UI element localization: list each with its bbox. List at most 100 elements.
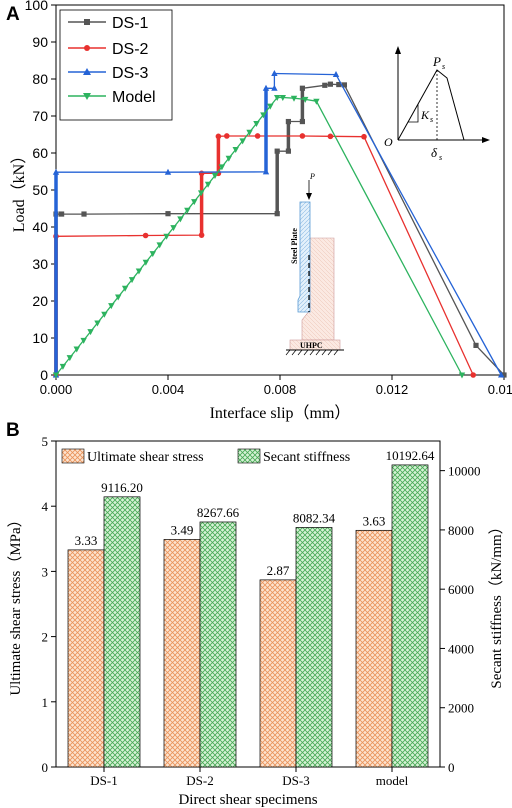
inset-load-slip-model: P s K s O δ s [384,46,490,162]
right-tick-label-5: 10000 [448,464,481,479]
bar-ultimate-ds-1 [67,549,105,768]
series-ds-3-point-6 [271,69,278,76]
series-model-point-34 [290,95,298,102]
series-model-point-37 [458,372,466,379]
x-tick-label-1: 0.004 [152,382,185,397]
bar-ultimate-value-ds-1: 3.33 [75,533,98,548]
x-tick-label-3: 0.012 [376,382,409,397]
series-model-point-22 [204,181,212,188]
left-tick-label-5: 5 [42,434,49,449]
series-ds-3-point-4 [262,84,270,91]
panel-b-x-axis: DS-1 DS-2 DS-3 model [90,767,409,788]
series-ds-2-point-2 [142,232,149,239]
right-tick-label-0: 0 [448,760,455,775]
legend-ultimate-label: Ultimate shear stress [87,450,204,465]
series-ds-2-point-7 [224,133,230,139]
series-ds-1-point-3 [81,211,87,217]
bar-ultimate-ds-3 [259,579,297,768]
series-model [52,95,466,379]
panel-a-x-axis-title: Interface slip（mm） [210,404,351,422]
series-ds-2-point-3 [198,232,205,238]
series-model-point-36 [313,98,320,105]
series-model-point-5 [87,329,94,336]
y-tick-label-1: 10 [32,330,48,346]
legend-ds2-marker [84,45,90,51]
legend-secant-swatch [237,448,261,464]
schematic-ground-hatch [285,349,339,356]
series-model-point-21 [197,190,205,197]
series-ds-3-point-7 [332,71,340,78]
y-tick-label-3: 30 [32,256,48,272]
series-ds-1-point-8 [285,118,291,125]
series-model-point-13 [142,259,150,266]
series-model-point-26 [232,147,239,154]
series-ds-3-point-3 [262,168,270,175]
bar-ultimate-ds-2 [163,539,201,768]
category-label-0: DS-1 [90,773,117,788]
y-tick-label-9: 90 [32,34,48,50]
panel-b-left-axis-title: Ultimate shear stress（MPa） [7,512,24,695]
bar-secant-value-ds-1: 9116.20 [101,480,143,495]
series-ds-3-point-5 [271,84,278,91]
y-tick-label-4: 40 [32,219,48,235]
legend-ds1-marker [84,19,90,25]
series-model-point-19 [184,207,191,214]
series-ds-1-point-15 [473,342,479,348]
inset-stiffness-label: K [420,108,430,122]
panel-a-y-axis-title: Load（kN） [10,148,28,232]
inset-specimen-schematic: P Steel Plate UHPC [285,172,344,356]
series-model-point-9 [115,294,122,301]
bar-secant-value-ds-2: 8267.66 [197,505,240,520]
bar-secant-ds-2 [199,521,237,768]
series-model-point-31 [267,103,274,110]
panel-a-legend: DS-1 DS-2 DS-3 Model [59,9,173,121]
bar-ultimate-value-model: 3.63 [363,513,386,528]
panel-b-legend: Ultimate shear stress Secant stiffness [61,448,350,465]
legend-ds2-label: DS-2 [112,41,149,58]
inset-slip-label: δ [431,145,438,160]
inset-x-axis-arrow [482,137,490,143]
series-model-point-3 [73,346,80,353]
series-ds-3-point-1 [52,168,60,175]
left-tick-label-1: 1 [42,695,49,710]
series-ds-1-point-2 [59,211,65,217]
series-model-point-0 [52,372,60,379]
legend-ds3-label: DS-3 [112,65,149,82]
legend-ds3-marker [83,68,91,75]
series-ds-1-point-5 [274,211,280,217]
x-tick-label-4: 0.016 [488,382,512,397]
series-ds-2-point-11 [361,133,367,140]
bar-ultimate-model [355,529,393,768]
y-tick-label-6: 60 [32,145,48,161]
left-tick-label-3: 3 [42,564,49,579]
series-model-point-17 [170,225,177,232]
series-model-point-2 [66,355,74,362]
bar-secant-ds-3 [295,527,333,768]
category-label-3: model [376,773,409,788]
panel-a-line-chart: 0.000 0.004 0.008 0.012 0.016 0 10 20 30 40 50 60 7… [10,0,512,422]
legend-ultimate-swatch [61,448,85,464]
panel-b-right-axis-title: Secant stiffness（kN/mm） [488,519,505,688]
inset-y-axis-arrow [395,46,401,54]
series-model-point-7 [101,311,108,318]
inset-peak-load-subscript: s [442,62,445,71]
inset-curve [397,69,465,141]
series-model-point-29 [253,121,260,128]
series-ds-2-point-10 [327,133,334,140]
series-ds-1-point-9 [299,118,305,125]
panel-b-left-axis: 0 1 2 3 4 5 [42,434,56,775]
category-label-2: DS-3 [282,773,309,788]
series-model-point-28 [246,129,253,136]
left-tick-label-0: 0 [42,760,49,775]
inset-stiffness-triangle [408,104,419,123]
series-ds-1-point-13 [336,81,342,88]
series-model-point-18 [177,216,184,223]
schematic-steel-plate [297,201,311,313]
x-tick-label-2: 0.008 [264,382,297,397]
inset-stiffness-subscript: s [430,115,433,124]
series-model-point-10 [121,285,129,292]
inset-slip-subscript: s [439,153,442,162]
series-model-point-35 [302,96,309,103]
